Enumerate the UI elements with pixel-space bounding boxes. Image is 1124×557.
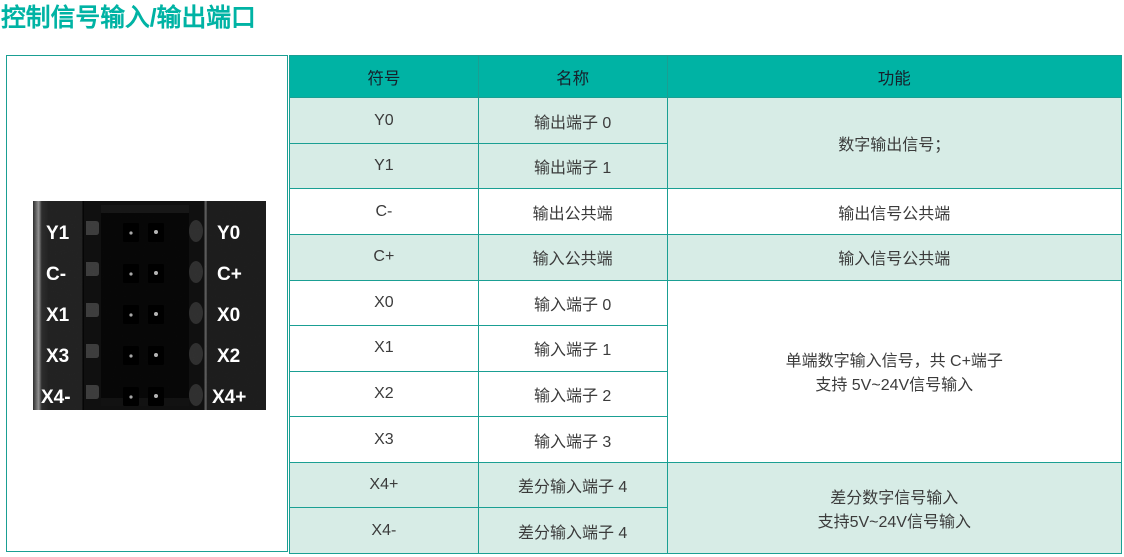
svg-text:X1: X1 (46, 305, 70, 326)
svg-text:C+: C+ (217, 264, 242, 285)
svg-text:X3: X3 (46, 346, 69, 367)
svg-text:X4+: X4+ (212, 387, 246, 408)
svg-text:C-: C- (46, 264, 66, 285)
svg-text:Y0: Y0 (217, 223, 240, 244)
svg-text:Y1: Y1 (46, 223, 70, 244)
svg-text:X2: X2 (217, 346, 240, 367)
svg-text:X0: X0 (217, 305, 240, 326)
svg-text:X4-: X4- (41, 387, 71, 408)
